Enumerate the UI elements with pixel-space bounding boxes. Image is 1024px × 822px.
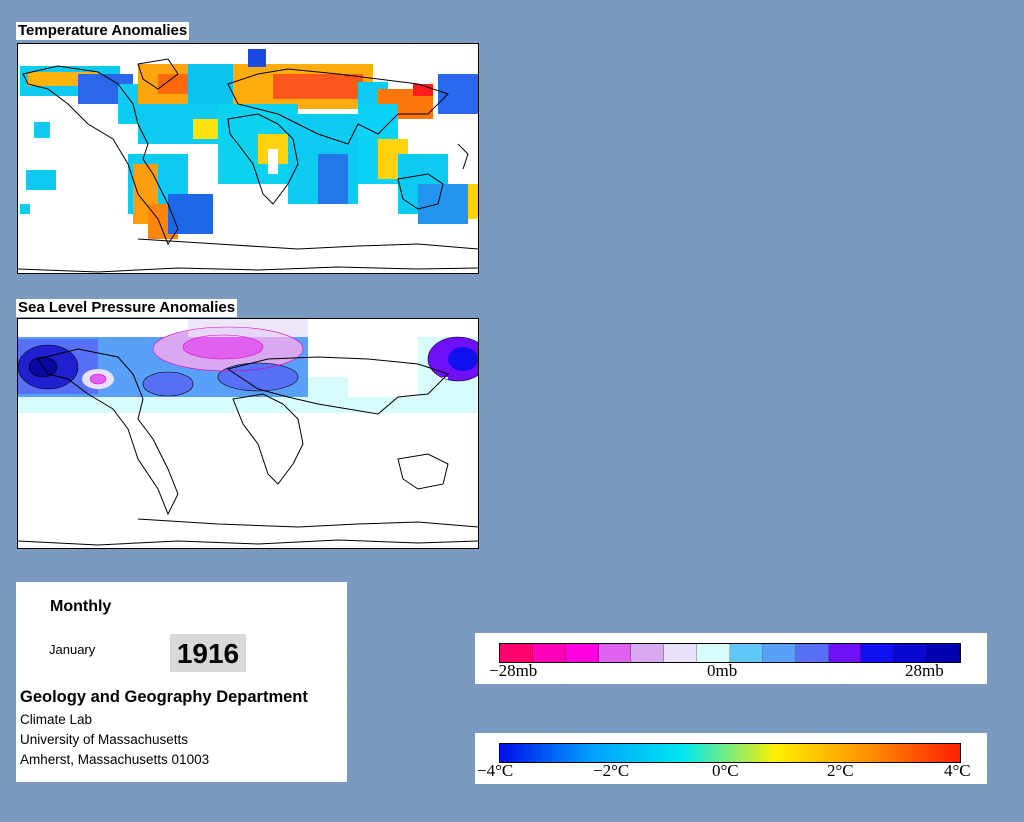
pressure-tick-min: −28mb (489, 661, 538, 680)
month-label: January (49, 642, 96, 657)
pressure-color-step (500, 644, 533, 662)
temperature-map-title: Temperature Anomalies (16, 22, 190, 40)
pressure-color-step (828, 644, 862, 662)
pressure-color-step (532, 644, 566, 662)
temp-tick-minus4: −4°C (477, 761, 514, 780)
temp-tick-minus2: −2°C (593, 761, 630, 780)
period-label: Monthly (50, 598, 112, 615)
temperature-anomaly-map (17, 43, 479, 274)
pressure-color-step (565, 644, 599, 662)
pressure-tick-max: 28mb (905, 661, 944, 680)
pressure-color-step (697, 644, 731, 662)
year-display: 1916 (170, 634, 246, 672)
pressure-color-step (762, 644, 796, 662)
pressure-color-step (598, 644, 632, 662)
temperature-color-bar (499, 743, 961, 763)
temp-tick-plus4: 4°C (944, 761, 971, 780)
address-line: Amherst, Massachusetts 01003 (20, 752, 210, 767)
pressure-color-step (631, 644, 665, 662)
pressure-map-title: Sea Level Pressure Anomalies (16, 299, 238, 317)
pressure-anomaly-map (17, 318, 479, 549)
temp-tick-zero: 0°C (712, 761, 739, 780)
pressure-color-step (664, 644, 698, 662)
pressure-tick-zero: 0mb (707, 661, 738, 680)
info-panel: Monthly January 1916 Geology and Geograp… (16, 582, 347, 782)
pressure-color-step (894, 644, 928, 662)
temperature-legend: −4°C −2°C 0°C 2°C 4°C (475, 733, 987, 784)
lab-name: Climate Lab (20, 712, 93, 727)
pressure-color-step (927, 644, 961, 662)
temp-tick-plus2: 2°C (827, 761, 854, 780)
pressure-color-bar (499, 643, 961, 663)
pressure-color-step (730, 644, 763, 662)
pressure-color-step (795, 644, 829, 662)
pressure-legend: −28mb 0mb 28mb (475, 633, 987, 684)
department-name: Geology and Geography Department (20, 688, 308, 706)
pressure-color-step (861, 644, 895, 662)
university-name: University of Massachusetts (20, 732, 189, 747)
